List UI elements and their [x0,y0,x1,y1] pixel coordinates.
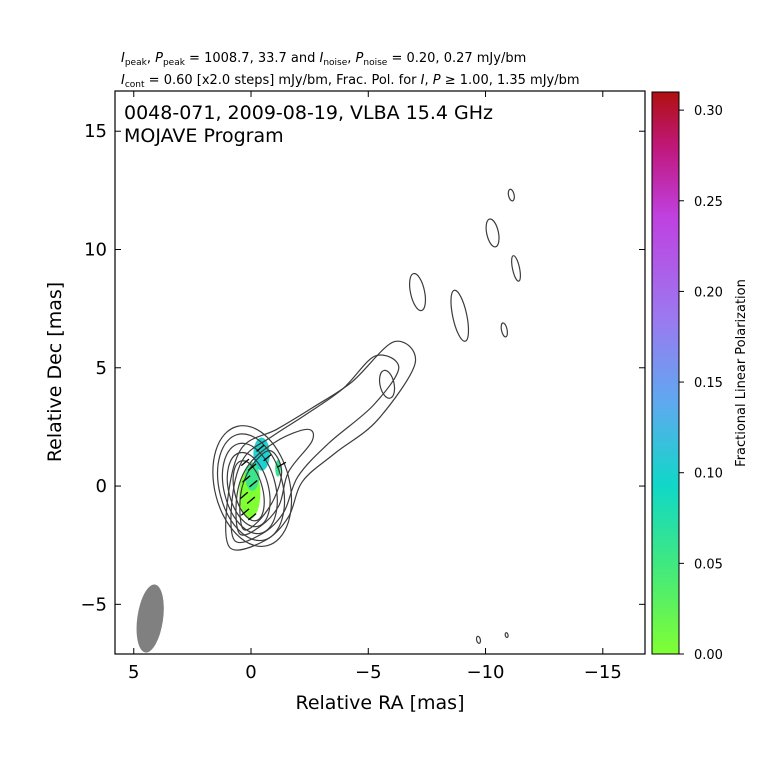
contour-island [507,188,515,202]
plot-area [136,188,521,653]
title-segment: = 0.20, 0.27 mJy/bm [387,51,526,66]
title-segment: P [433,73,441,88]
core-contour [226,451,271,528]
x-tick-label: −5 [355,662,382,683]
colorbar-tick-label: 0.25 [694,195,723,210]
source-annotation-line-1: 0048-071, 2009-08-19, VLBA 15.4 GHz [124,102,493,124]
colorbar [651,91,680,655]
evpa-tick [276,461,287,468]
colorbar-label: Fractional Linear Polarization [734,279,749,467]
chart-title-line-1: Ipeak, Ppeak = 1008.7, 33.7 and Inoise, … [121,51,526,68]
colorbar-tick-label: 0.10 [694,467,723,482]
evpa-tick [240,458,250,467]
beam-ellipse [136,584,164,653]
source-annotation-line-2: MOJAVE Program [124,125,284,147]
title-segment: P [356,51,364,66]
evpa-tick [249,479,258,488]
jet-contour [225,340,417,551]
colorbar-tick-label: 0.05 [694,557,723,572]
x-tick-label: 0 [245,662,256,683]
title-segment: P [155,51,163,66]
colorbar-tick-label: 0.15 [694,376,723,391]
x-tick-label: −10 [467,662,505,683]
title-segment: peak [125,58,148,68]
x-axis: 5 0 −5 −10 −15 [128,91,622,683]
y-axis: −5 0 5 10 15 [80,121,645,615]
title-segment: cont [125,80,145,90]
y-tick-label: 15 [84,121,107,142]
y-tick-label: 10 [84,239,107,260]
evpa-tick [240,508,250,516]
evpa-tick [242,475,251,483]
title-segment: , [425,73,433,88]
x-tick-label: 5 [128,662,139,683]
x-tick-label: −15 [584,662,622,683]
core-contour [221,442,278,535]
contour-island [450,289,470,342]
colorbar-tick-label: 0.00 [694,648,723,663]
title-segment: = 0.60 [x2.0 steps] mJy/bm, Frac. Pol. f… [145,73,421,88]
core-contour [216,433,286,542]
contour-island [475,635,482,644]
title-segment: peak [163,58,186,68]
title-segment: I [421,73,425,88]
colorbar-axis: 0.00 0.05 0.10 0.15 0.20 0.25 0.30 [679,104,723,663]
contour-island [511,255,521,282]
evpa-tick [256,444,265,452]
contour-island [504,632,509,639]
contour-island [500,322,509,338]
colorbar-tick-label: 0.20 [694,285,723,300]
plot-frame [114,90,646,655]
contour-island [378,369,396,399]
title-segment: , [347,51,355,66]
y-tick-label: −5 [80,594,107,615]
y-axis-label: Relative Dec [mas] [44,282,66,462]
evpa-tick [247,513,257,521]
jet-contour [235,428,315,536]
evpa-tick [239,491,249,500]
y-tick-label: 5 [96,358,107,379]
title-segment: I [121,73,125,88]
title-segment: I [320,51,324,66]
evpa-tick [247,463,257,471]
evpa-tick [246,496,256,504]
x-axis-label: Relative RA [mas] [295,692,464,714]
title-segment: = 1008.7, 33.7 and [185,51,320,66]
title-segment: , [147,51,155,66]
title-segment: noise [323,58,347,68]
colorbar-tick-label: 0.30 [694,104,723,119]
core-contour [232,460,265,522]
contour-island [408,272,427,312]
core-contour [212,425,293,548]
y-tick-label: 0 [96,476,107,497]
jet-contour [230,354,400,544]
title-segment: I [121,51,125,66]
title-segment: noise [363,58,387,68]
title-segment: ≥ 1.00, 1.35 mJy/bm [441,73,580,88]
contour-island [485,218,500,248]
evpa-tick [263,453,272,462]
chart-title-line-2: Icont = 0.60 [x2.0 steps] mJy/bm, Frac. … [121,73,580,90]
jet-contour [239,450,283,531]
